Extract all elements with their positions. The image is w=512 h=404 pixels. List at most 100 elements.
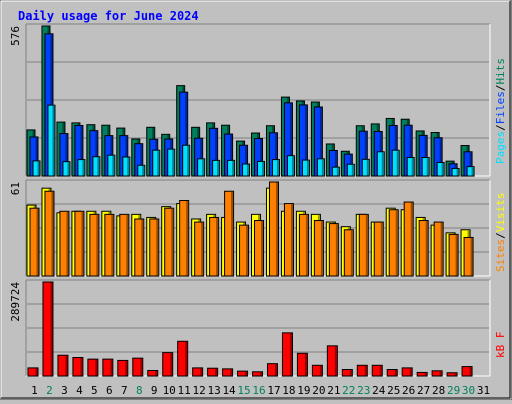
bar-visitors-sites-day-9-fill — [149, 218, 160, 277]
bar-requests-files-day-4-shade — [80, 125, 83, 176]
panel-requests-legend: Pages/Files/Hits — [494, 58, 507, 164]
bar-requests-pages-day-29-fill — [451, 167, 460, 177]
bar-requests-pages-day-6-fill — [107, 154, 116, 177]
bar-requests-pages-day-27-fill — [421, 157, 430, 177]
bar-requests-files-day-30-shade — [469, 152, 472, 176]
bar-requests-pages-day-21-shade — [336, 167, 339, 176]
bar-kbytes-kb-f-day-11 — [177, 340, 189, 377]
bar-visitors-sites-day-17-fill — [268, 181, 279, 277]
bar-kbytes-kb-f-day-25 — [386, 369, 398, 377]
bar-visitors-sites-day-29-fill — [448, 233, 459, 277]
bar-kbytes-kb-f-day-21-shade — [334, 346, 337, 376]
bar-requests-files-day-7-shade — [125, 136, 128, 176]
x-tick-label-day-16: 16 — [252, 384, 265, 397]
x-tick-label-day-9: 9 — [151, 384, 158, 397]
bar-requests-pages-day-8 — [137, 164, 146, 177]
bar-kbytes-kb-f-day-24 — [371, 364, 383, 377]
bar-visitors-sites-day-26-fill — [403, 201, 414, 277]
bar-visitors-sites-day-23-shade — [365, 214, 368, 276]
bar-kbytes-kb-f-day-13 — [207, 367, 219, 377]
bar-kbytes-kb-f-day-16 — [252, 371, 264, 377]
bar-requests-pages-day-1 — [32, 160, 41, 177]
bar-requests-pages-day-24-fill — [376, 151, 385, 177]
bar-requests-pages-day-17 — [271, 159, 280, 177]
bar-kbytes-kb-f-day-16-fill — [252, 371, 264, 377]
bar-visitors-sites-day-24-shade — [380, 222, 383, 276]
x-tick-label-day-21: 21 — [327, 384, 340, 397]
x-tick-label-day-29: 29 — [447, 384, 460, 397]
bar-requests-pages-day-18-shade — [291, 156, 294, 176]
x-tick-label-day-19: 19 — [297, 384, 310, 397]
bar-requests-pages-day-6 — [107, 154, 116, 177]
bar-kbytes-kb-f-day-27-fill — [416, 371, 428, 377]
bar-requests-pages-day-15-shade — [247, 164, 250, 176]
bar-requests-pages-day-3 — [62, 161, 71, 177]
bar-kbytes-kb-f-day-20-fill — [311, 364, 323, 377]
x-tick-label-day-10: 10 — [163, 384, 176, 397]
bar-visitors-sites-day-16-shade — [261, 221, 264, 276]
bar-requests-pages-day-25-shade — [396, 150, 399, 176]
bar-visitors-sites-day-5-shade — [96, 214, 99, 276]
bar-kbytes-kb-f-day-4-shade — [80, 358, 83, 376]
bar-requests-files-day-19-shade — [304, 105, 307, 176]
x-tick-label-day-25: 25 — [387, 384, 400, 397]
legend-requests-part-2: Files — [494, 91, 507, 124]
x-tick-label-day-5: 5 — [91, 384, 98, 397]
x-tick-label-day-6: 6 — [106, 384, 113, 397]
bar-requests-pages-day-3-shade — [67, 162, 70, 176]
bar-requests-pages-day-20-fill — [316, 158, 325, 177]
bar-requests-pages-day-11 — [182, 144, 191, 177]
bar-visitors-sites-day-20-fill — [313, 220, 324, 277]
bar-requests-pages-day-19-fill — [301, 159, 310, 177]
legend-visitors-part-2: Visits — [494, 193, 507, 233]
bar-requests-files-day-13-shade — [215, 128, 218, 176]
bar-visitors-sites-day-25 — [388, 209, 399, 277]
bar-requests-pages-day-12-fill — [197, 158, 206, 177]
bar-requests-pages-day-5-fill — [92, 156, 101, 177]
x-tick-label-day-27: 27 — [417, 384, 430, 397]
x-tick-label-day-4: 4 — [76, 384, 83, 397]
bar-requests-files-day-15-shade — [245, 145, 248, 176]
bar-kbytes-kb-f-day-13-shade — [215, 368, 218, 376]
bar-kbytes-kb-f-day-10-fill — [162, 352, 174, 377]
bar-visitors-sites-day-11-fill — [179, 199, 190, 277]
bar-visitors-sites-day-20-shade — [320, 221, 323, 276]
bar-kbytes-kb-f-day-26-fill — [401, 367, 413, 377]
bar-requests-files-day-28-shade — [439, 138, 442, 176]
bar-requests-pages-day-9 — [152, 149, 161, 177]
bar-visitors-sites-day-22 — [343, 229, 354, 277]
x-tick-label-day-2: 2 — [46, 384, 53, 397]
bar-requests-pages-day-22 — [346, 163, 355, 177]
bar-kbytes-kb-f-day-6-fill — [102, 358, 114, 377]
bar-visitors-sites-day-21-fill — [328, 223, 339, 277]
bar-kbytes-kb-f-day-1-fill — [27, 367, 39, 377]
bar-kbytes-kb-f-day-19-shade — [304, 353, 307, 376]
bar-requests-pages-day-16-shade — [262, 161, 265, 176]
bar-visitors-sites-day-2-shade — [51, 191, 54, 276]
bar-visitors-sites-day-16 — [254, 220, 265, 277]
bar-visitors-sites-day-29-shade — [455, 234, 458, 276]
legend-kbytes-part-0: kB F — [494, 332, 507, 359]
bar-kbytes-kb-f-day-11-fill — [177, 340, 189, 377]
bar-kbytes-kb-f-day-23-fill — [356, 364, 368, 377]
x-tick-label-day-31: 31 — [477, 384, 490, 397]
bar-requests-files-day-11-shade — [185, 92, 188, 176]
bar-requests-pages-day-9-fill — [152, 149, 161, 177]
bar-kbytes-kb-f-day-8-shade — [140, 358, 143, 376]
bar-kbytes-kb-f-day-18-shade — [289, 333, 292, 376]
x-tick-label-day-22: 22 — [342, 384, 355, 397]
bar-requests-pages-day-23 — [361, 158, 370, 177]
bar-requests-pages-day-22-shade — [351, 164, 354, 176]
bar-requests-pages-day-18 — [286, 155, 295, 177]
bar-kbytes-kb-f-day-14 — [222, 368, 234, 377]
x-axis-labels: 1 2 3 4 5 6 7 8 9 10 11 12 13 14 15 16 17 18 19 20 21 22 23 24 2… — [31, 384, 490, 397]
bar-kbytes-kb-f-day-18-fill — [281, 332, 293, 377]
bar-visitors-sites-day-22-fill — [343, 229, 354, 277]
bar-requests-files-day-17-shade — [274, 133, 277, 176]
bar-kbytes-kb-f-day-15-shade — [245, 371, 248, 376]
bar-visitors-sites-day-9 — [149, 218, 160, 277]
bar-kbytes-kb-f-day-21-fill — [326, 345, 338, 377]
x-tick-label-day-23: 23 — [357, 384, 370, 397]
